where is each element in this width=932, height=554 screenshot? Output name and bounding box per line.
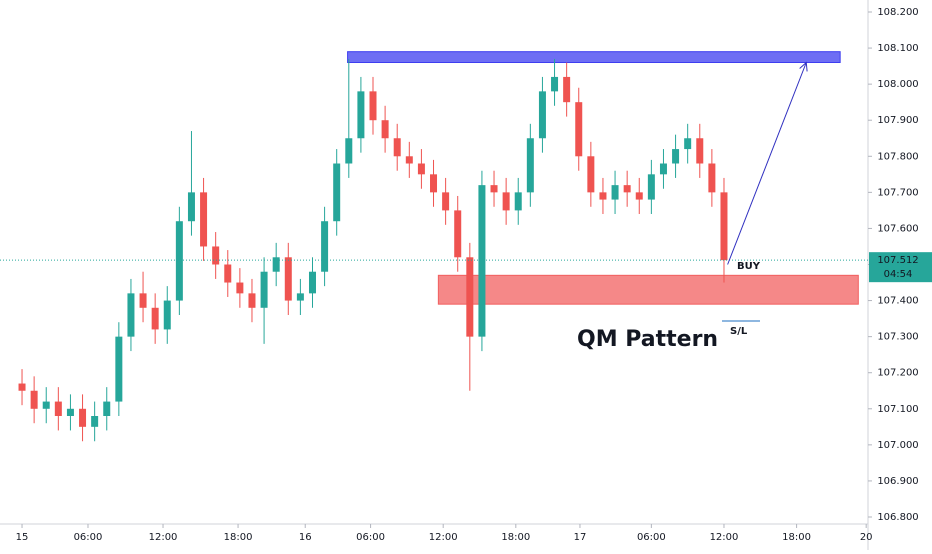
arrow xyxy=(727,62,807,265)
x-tick-label: 15 xyxy=(16,532,29,543)
candle-body xyxy=(575,102,583,157)
candle-body xyxy=(623,185,631,193)
y-tick-label: 108.200 xyxy=(877,7,918,18)
candle-body xyxy=(357,91,365,139)
x-tick-label: 06:00 xyxy=(74,532,103,543)
candle-body xyxy=(635,192,643,200)
candle-body xyxy=(333,163,341,222)
x-tick-label: 16 xyxy=(299,532,312,543)
candle-body xyxy=(430,174,438,193)
candle-body xyxy=(369,91,377,121)
candle-body xyxy=(538,91,546,139)
candle-body xyxy=(260,271,268,308)
candle-body xyxy=(91,416,99,427)
candle-body xyxy=(79,408,87,427)
x-tick-label: 06:00 xyxy=(637,532,666,543)
candle-body xyxy=(224,264,232,283)
candle-body xyxy=(66,408,74,416)
x-tick-label: 18:00 xyxy=(782,532,811,543)
candle-body xyxy=(611,185,619,200)
y-tick-label: 108.100 xyxy=(877,43,918,54)
candle-body xyxy=(417,163,425,175)
y-tick-label: 106.800 xyxy=(877,512,918,523)
x-tick-label: 06:00 xyxy=(356,532,385,543)
candle-body xyxy=(212,246,220,265)
sl-label: S/L xyxy=(730,326,748,337)
candle-body xyxy=(551,76,559,92)
x-tick-label: 18:00 xyxy=(501,532,530,543)
candle-body xyxy=(30,390,38,409)
candle-body xyxy=(684,138,692,150)
candle-body xyxy=(696,138,704,164)
x-tick-label: 12:00 xyxy=(710,532,739,543)
zone xyxy=(437,274,859,305)
candle-body xyxy=(127,293,135,337)
candle-body xyxy=(308,271,316,294)
x-tick-label: 12:00 xyxy=(149,532,178,543)
candle-body xyxy=(466,257,474,337)
candle-body xyxy=(236,282,244,294)
x-tick-label: 12:00 xyxy=(429,532,458,543)
candle-body xyxy=(442,192,450,211)
candle-body xyxy=(187,192,195,222)
candle-body xyxy=(321,221,329,272)
y-tick-label: 106.900 xyxy=(877,476,918,487)
candle-body xyxy=(200,192,208,247)
arrow-head xyxy=(799,61,808,72)
candle-body xyxy=(139,293,147,308)
candle-body xyxy=(720,192,728,261)
candle-body xyxy=(478,185,486,337)
candle-body xyxy=(490,185,498,193)
y-tick-label: 107.800 xyxy=(877,151,918,162)
y-tick-label: 107.100 xyxy=(877,404,918,415)
candle-body xyxy=(54,401,62,416)
candle-body xyxy=(381,120,389,139)
y-tick-label: 107.600 xyxy=(877,223,918,234)
x-tick-label: 20 xyxy=(860,532,873,543)
y-tick-label: 107.200 xyxy=(877,368,918,379)
candle-body xyxy=(393,138,401,157)
candle-body xyxy=(708,163,716,193)
y-tick-label: 107.700 xyxy=(877,187,918,198)
candle-body xyxy=(272,257,280,272)
x-tick-label: 18:00 xyxy=(224,532,253,543)
y-tick-label: 107.900 xyxy=(877,115,918,126)
candle-body xyxy=(599,192,607,200)
candle-body xyxy=(151,307,159,330)
candle-body xyxy=(284,257,292,301)
candle-body xyxy=(454,210,462,258)
candle-body xyxy=(405,156,413,164)
candle-body xyxy=(103,401,111,416)
countdown-label: 04:54 xyxy=(884,269,913,280)
y-tick-label: 107.000 xyxy=(877,440,918,451)
candle-body xyxy=(115,336,123,402)
candle-body xyxy=(248,293,256,308)
y-tick-label: 107.300 xyxy=(877,332,918,343)
candle-body xyxy=(659,163,667,175)
x-tick-label: 17 xyxy=(574,532,587,543)
candle-body xyxy=(175,221,183,301)
candle-body xyxy=(647,174,655,200)
buy-label: BUY xyxy=(737,261,761,272)
candle-body xyxy=(514,192,522,211)
candle-body xyxy=(563,76,571,103)
zone xyxy=(347,51,841,63)
candle-body xyxy=(587,156,595,193)
candle-body xyxy=(163,300,171,330)
last-price-box xyxy=(869,252,932,283)
candle-body xyxy=(18,383,26,391)
candle-body xyxy=(502,192,510,211)
candle-body xyxy=(345,138,353,164)
candle-body xyxy=(526,138,534,193)
last-price-label: 107.512 xyxy=(877,255,918,266)
candle-body xyxy=(296,293,304,301)
y-tick-label: 108.000 xyxy=(877,79,918,90)
y-tick-label: 107.400 xyxy=(877,296,918,307)
candle-body xyxy=(672,149,680,164)
title: QM Pattern xyxy=(577,327,718,352)
candle-body xyxy=(42,401,50,409)
